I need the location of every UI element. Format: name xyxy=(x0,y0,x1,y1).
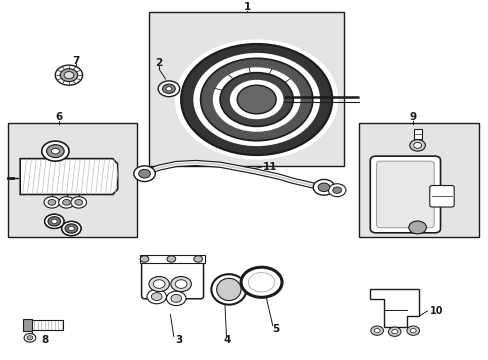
Circle shape xyxy=(24,333,36,342)
Text: 10: 10 xyxy=(429,306,443,316)
Circle shape xyxy=(158,81,179,96)
Circle shape xyxy=(170,276,191,292)
Circle shape xyxy=(48,199,56,205)
Circle shape xyxy=(241,267,282,297)
Circle shape xyxy=(409,328,415,333)
Circle shape xyxy=(174,39,338,160)
Text: 7: 7 xyxy=(72,56,80,66)
Circle shape xyxy=(166,256,175,262)
Circle shape xyxy=(46,145,64,158)
Circle shape xyxy=(406,326,419,335)
Ellipse shape xyxy=(211,274,246,305)
Circle shape xyxy=(373,328,379,333)
Circle shape xyxy=(181,44,331,155)
Circle shape xyxy=(60,69,78,82)
Circle shape xyxy=(27,336,33,340)
Circle shape xyxy=(59,197,74,208)
Text: 6: 6 xyxy=(56,112,62,122)
Circle shape xyxy=(313,179,334,195)
Circle shape xyxy=(149,276,169,292)
Circle shape xyxy=(328,184,345,197)
Circle shape xyxy=(391,329,397,334)
Circle shape xyxy=(140,256,149,262)
Polygon shape xyxy=(369,289,418,327)
Text: 4: 4 xyxy=(224,334,231,345)
Text: 5: 5 xyxy=(272,324,279,334)
Circle shape xyxy=(193,53,320,146)
Circle shape xyxy=(55,65,82,85)
Text: 11: 11 xyxy=(262,162,277,171)
Circle shape xyxy=(408,221,426,234)
Circle shape xyxy=(193,256,202,262)
Circle shape xyxy=(48,217,61,226)
Circle shape xyxy=(409,140,425,151)
FancyBboxPatch shape xyxy=(429,185,453,207)
Circle shape xyxy=(41,141,69,161)
Bar xyxy=(358,123,478,238)
Text: 8: 8 xyxy=(41,334,48,345)
Circle shape xyxy=(151,293,162,301)
Bar xyxy=(8,123,137,238)
Circle shape xyxy=(51,219,57,224)
Circle shape xyxy=(64,72,74,79)
Circle shape xyxy=(139,170,150,178)
Circle shape xyxy=(237,85,276,114)
Circle shape xyxy=(318,183,329,192)
Circle shape xyxy=(162,84,175,94)
Circle shape xyxy=(166,291,185,306)
Circle shape xyxy=(153,280,164,288)
Circle shape xyxy=(71,197,86,208)
Circle shape xyxy=(332,187,341,193)
Circle shape xyxy=(387,327,400,336)
Circle shape xyxy=(51,148,59,154)
Text: 9: 9 xyxy=(408,112,415,122)
FancyBboxPatch shape xyxy=(142,257,203,299)
Circle shape xyxy=(134,166,155,181)
Text: 2: 2 xyxy=(155,58,163,68)
Circle shape xyxy=(62,199,70,205)
Circle shape xyxy=(200,58,312,141)
Circle shape xyxy=(68,226,74,231)
Circle shape xyxy=(248,273,274,292)
Ellipse shape xyxy=(216,278,241,301)
Bar xyxy=(31,320,63,330)
Circle shape xyxy=(370,326,383,335)
Circle shape xyxy=(61,221,81,236)
Circle shape xyxy=(170,294,181,302)
FancyBboxPatch shape xyxy=(369,156,440,233)
Circle shape xyxy=(65,224,78,233)
Circle shape xyxy=(413,143,421,148)
Bar xyxy=(22,319,32,331)
FancyBboxPatch shape xyxy=(376,161,433,228)
Circle shape xyxy=(44,214,64,229)
Circle shape xyxy=(165,87,171,91)
Bar xyxy=(413,129,421,139)
Circle shape xyxy=(75,199,82,205)
Polygon shape xyxy=(20,159,118,194)
Text: 3: 3 xyxy=(175,334,182,345)
Text: 1: 1 xyxy=(243,2,250,12)
Bar xyxy=(149,12,344,166)
Circle shape xyxy=(220,73,293,126)
Circle shape xyxy=(229,80,283,119)
Circle shape xyxy=(212,67,300,132)
Circle shape xyxy=(175,280,186,288)
Circle shape xyxy=(147,289,166,304)
Circle shape xyxy=(44,197,60,208)
Bar xyxy=(140,255,205,262)
